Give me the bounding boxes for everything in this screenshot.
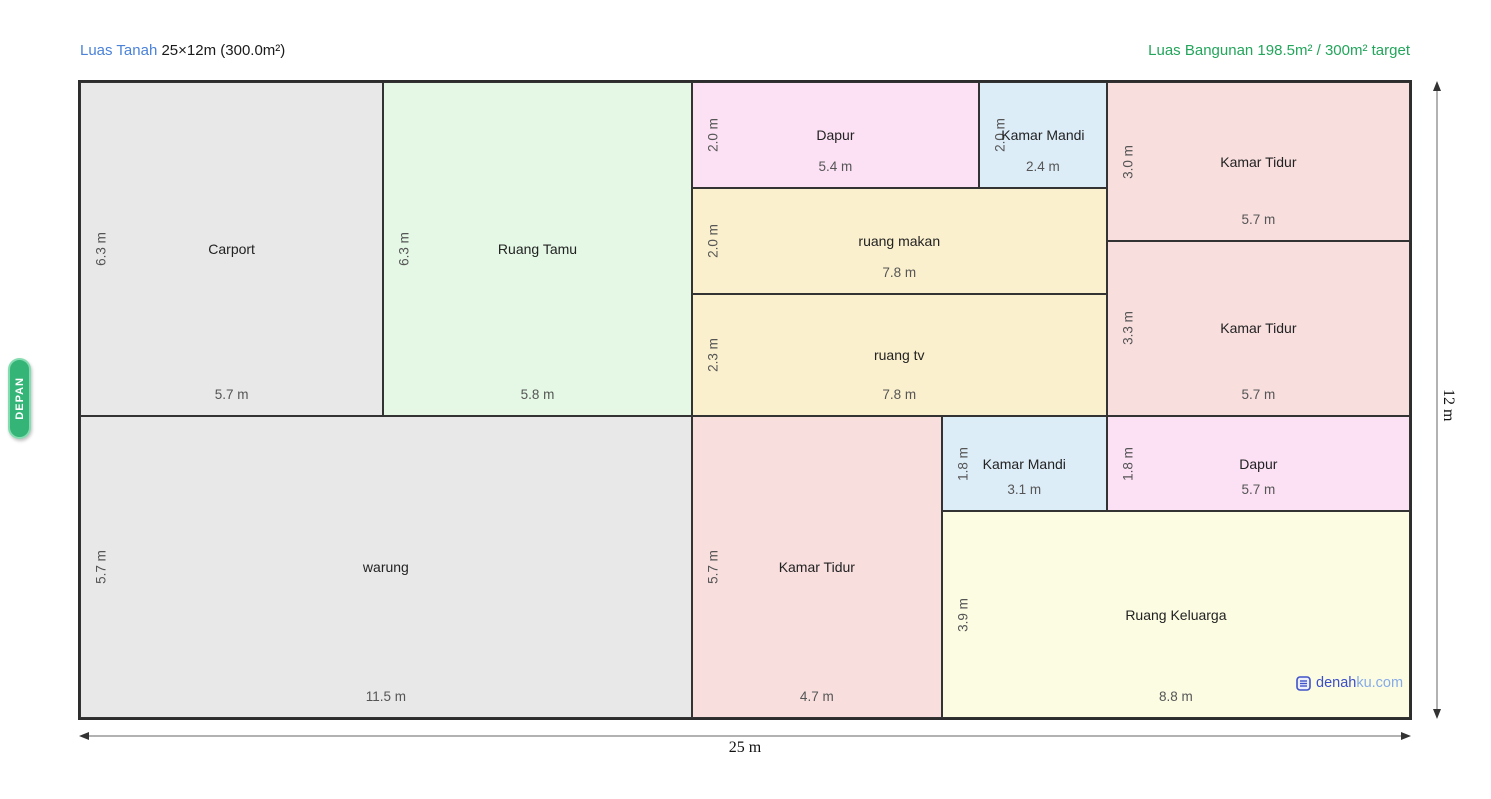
room-kamar-mandi-2[interactable]: 1.8 m Kamar Mandi 3.1 m (941, 415, 1107, 512)
room-name-label: Kamar Mandi (1001, 127, 1085, 143)
room-width-label: 4.7 m (799, 688, 834, 704)
room-height-label: 5.7 m (93, 550, 109, 584)
room-kamar-tidur-3[interactable]: 5.7 m Kamar Tidur 4.7 m (691, 415, 942, 718)
room-carport[interactable]: 6.3 m Carport 5.7 m (80, 82, 384, 416)
room-height-label: 1.8 m (1120, 446, 1136, 481)
room-width-label: 11.5 m (365, 688, 407, 704)
room-height-label: 5.7 m (705, 550, 721, 584)
front-direction-label: DEPAN (13, 377, 26, 420)
room-width-label: 7.8 m (882, 386, 917, 402)
room-height-label: 3.3 m (1120, 311, 1136, 346)
room-height-label: 2.0 m (705, 118, 721, 152)
room-dapur-1[interactable]: 2.0 m Dapur 5.4 m (691, 82, 980, 188)
list-icon (1296, 675, 1311, 691)
bottom-dimension-line (79, 732, 1411, 740)
room-name-label: Kamar Tidur (778, 558, 855, 575)
room-ruang-makan[interactable]: 2.0 m ruang makan 7.8 m (691, 188, 1107, 294)
room-width-label: 5.8 m (520, 386, 555, 402)
watermark-brand-text: denah (1316, 675, 1357, 691)
room-name-label: Ruang Keluarga (1125, 606, 1227, 623)
room-width-label: 8.8 m (1159, 688, 1193, 704)
land-area-label: Luas Tanah (80, 42, 158, 59)
room-width-label: 5.7 m (214, 386, 249, 402)
watermark-domain-text: ku.com (1356, 675, 1404, 691)
room-name-label: Kamar Tidur (1220, 320, 1297, 337)
room-ruang-tamu[interactable]: 6.3 m Ruang Tamu 5.8 m (383, 82, 692, 416)
land-area-value: 25×12m (300.0m²) (161, 42, 286, 59)
room-height-label: 2.0 m (705, 224, 721, 258)
room-width-label: 3.1 m (1007, 482, 1042, 498)
room-name-label: Ruang Tamu (497, 240, 578, 257)
room-kamar-mandi-1[interactable]: 2.0 m Kamar Mandi 2.4 m (979, 82, 1107, 188)
room-width-label: 2.4 m (1026, 159, 1060, 174)
land-width-dimension-label: 25 m (728, 739, 762, 756)
room-height-label: 6.3 m (93, 232, 109, 266)
room-ruang-keluarga[interactable]: 3.9 m Ruang Keluarga 8.8 m (941, 511, 1410, 718)
room-name-label: Dapur (816, 127, 855, 143)
room-width-label: 5.7 m (1241, 482, 1276, 498)
room-kamar-tidur-1[interactable]: 3.0 m Kamar Tidur 5.7 m (1106, 82, 1410, 241)
room-name-label: Kamar Mandi (982, 455, 1066, 472)
room-name-label: ruang makan (858, 233, 941, 249)
room-height-label: 3.0 m (1120, 144, 1136, 179)
room-kamar-tidur-2[interactable]: 3.3 m Kamar Tidur 5.7 m (1106, 241, 1410, 416)
front-direction-badge: DEPAN (8, 358, 31, 439)
room-height-label: 1.8 m (955, 446, 971, 481)
room-height-label: 2.3 m (705, 338, 721, 372)
room-name-label: Dapur (1239, 455, 1278, 472)
room-ruang-tv[interactable]: 2.3 m ruang tv 7.8 m (691, 294, 1107, 416)
land-height-dimension-label: 12 m (1440, 389, 1457, 422)
floor-plan-canvas[interactable]: 6.3 m Carport 5.7 m 6.3 m Ruang Tamu 5.8 m 2.0… (78, 80, 1412, 720)
room-width-label: 5.7 m (1241, 212, 1276, 227)
room-height-label: 3.9 m (955, 597, 971, 632)
room-name-label: ruang tv (873, 346, 925, 363)
room-width-label: 5.4 m (818, 159, 853, 174)
room-name-label: Carport (208, 240, 255, 257)
room-warung[interactable]: 5.7 m warung 11.5 m (80, 415, 692, 718)
room-width-label: 5.7 m (1241, 386, 1276, 402)
room-name-label: Kamar Tidur (1220, 153, 1297, 170)
room-name-label: warung (362, 558, 409, 575)
room-width-label: 7.8 m (882, 265, 917, 280)
land-area-summary: Luas Tanah 25×12m (300.0m²) (80, 42, 285, 59)
building-area-summary: Luas Bangunan 198.5m² / 300m² target (1148, 42, 1410, 59)
room-dapur-2[interactable]: 1.8 m Dapur 5.7 m (1106, 415, 1410, 512)
right-dimension-line (1433, 81, 1441, 719)
room-height-label: 6.3 m (396, 232, 412, 266)
denahku-watermark-link[interactable]: denahku.com (1296, 675, 1403, 691)
